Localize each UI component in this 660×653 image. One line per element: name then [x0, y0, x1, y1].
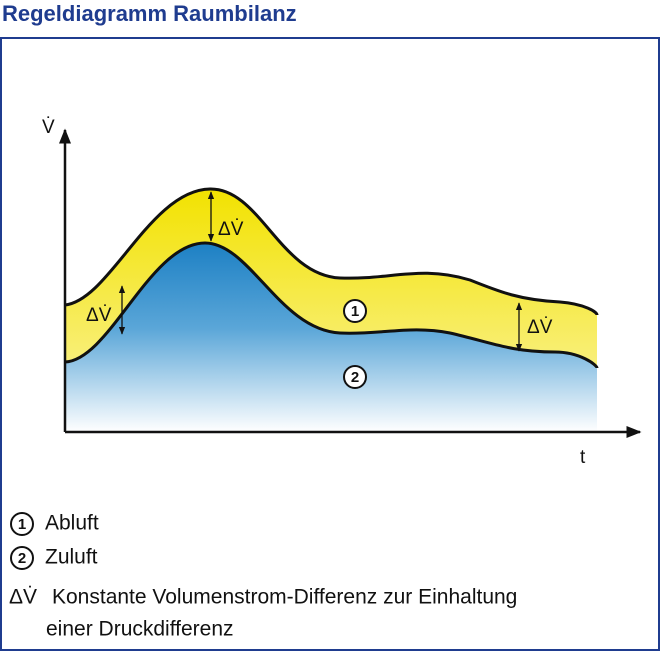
legend-text: Konstante Volumenstrom-Differenz zur Ein… [52, 586, 517, 609]
delta-label: ΔV̇ [86, 305, 112, 326]
x-axis-label: t [580, 447, 586, 468]
curve-marker [343, 365, 367, 389]
zuluft-curve [64, 241, 599, 369]
delta-label: ΔV̇ [218, 219, 244, 240]
y-axis-label: V̇ [42, 117, 55, 138]
legend-symbol: 2 [18, 550, 26, 567]
abluft-curve [64, 187, 599, 316]
legend-marker [10, 512, 34, 536]
title: Regeldiagramm Raumbilanz [2, 1, 297, 26]
curve-marker-label: 1 [351, 303, 359, 320]
legend-text: Abluft [45, 512, 99, 535]
curve-marker-label: 2 [351, 369, 359, 386]
legend-symbol: ΔV̇ [9, 586, 37, 609]
delta-label: ΔV̇ [527, 317, 553, 338]
zuluft-area [65, 243, 597, 432]
legend-symbol: 1 [18, 516, 26, 533]
legend-text: einer Druckdifferenz [46, 618, 234, 641]
frame [0, 37, 660, 651]
legend-text: Zuluft [45, 546, 98, 569]
legend-marker [10, 546, 34, 570]
curve-marker [343, 299, 367, 323]
